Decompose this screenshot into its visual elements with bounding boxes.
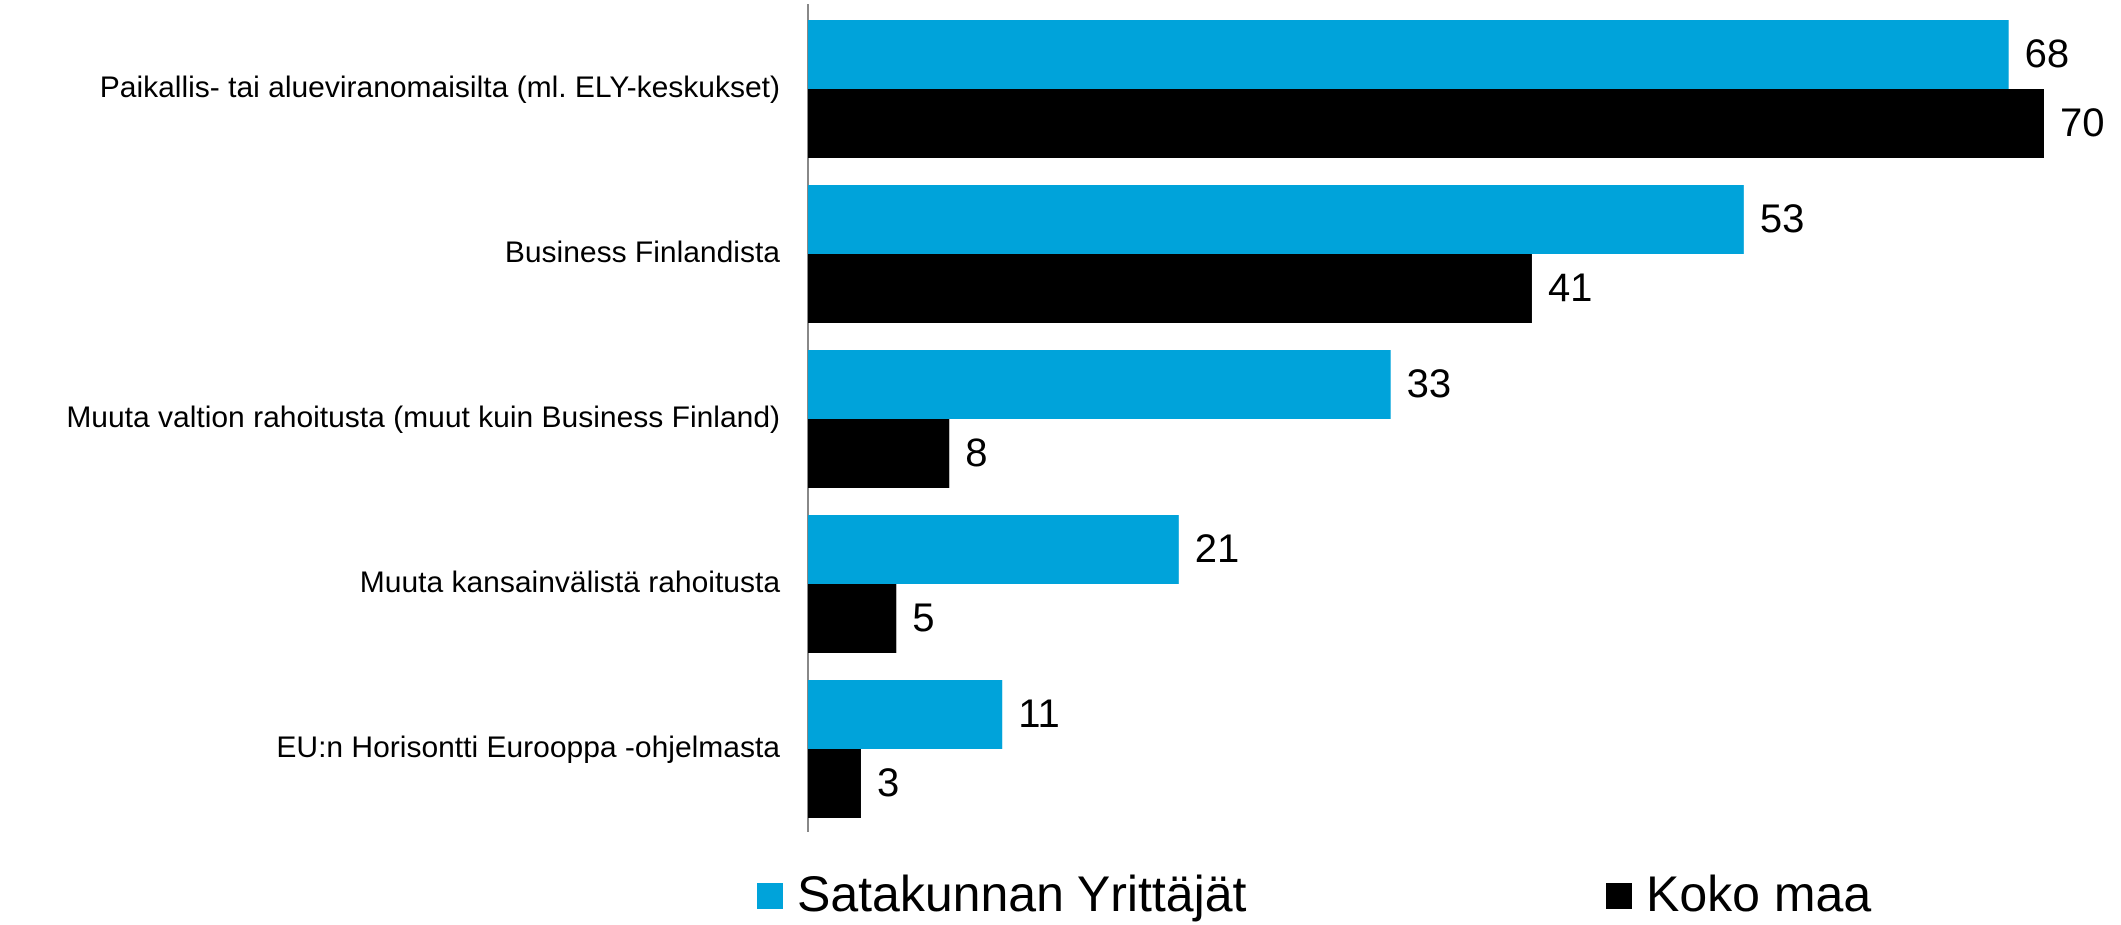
value-label: 3 (877, 761, 899, 805)
bar (808, 584, 897, 653)
value-label: 70 (2060, 101, 2105, 145)
legend-swatch (757, 883, 783, 909)
category-label: EU:n Horisontti Eurooppa -ohjelmasta (276, 731, 780, 764)
value-label: 21 (1195, 527, 1240, 571)
bar (808, 419, 950, 488)
bar (808, 20, 2009, 89)
value-label: 68 (2025, 32, 2069, 76)
value-label: 33 (1407, 362, 1452, 406)
value-label: 11 (1018, 692, 1060, 736)
value-label: 53 (1760, 197, 1805, 241)
category-label: Muuta kansainvälistä rahoitusta (360, 566, 781, 599)
bar (808, 89, 2044, 158)
value-label: 41 (1548, 266, 1593, 310)
bar (808, 749, 861, 818)
value-label: 5 (912, 596, 934, 640)
category-label: Muuta valtion rahoitusta (muut kuin Busi… (66, 401, 780, 434)
bar (808, 350, 1391, 419)
legend-label: Satakunnan Yrittäjät (797, 866, 1246, 922)
bar (808, 680, 1003, 749)
value-label: 8 (965, 431, 987, 475)
legend-swatch (1606, 883, 1632, 909)
category-label: Business Finlandista (505, 236, 780, 269)
category-label: Paikallis- tai alueviranomaisilta (ml. E… (100, 71, 780, 104)
bar (808, 185, 1744, 254)
legend-label: Koko maa (1646, 866, 1871, 922)
bar (808, 515, 1179, 584)
bar (808, 254, 1532, 323)
